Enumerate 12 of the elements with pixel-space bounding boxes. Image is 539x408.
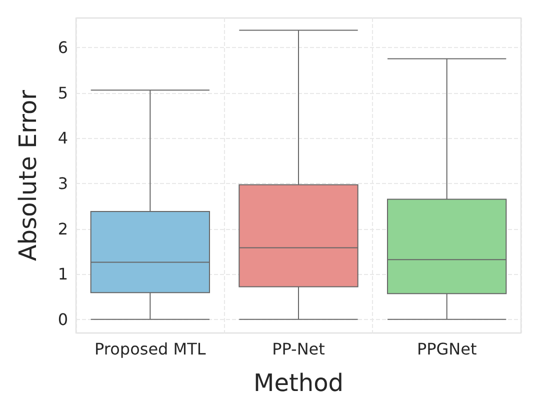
x-tick-label: Proposed MTL [94,340,206,358]
x-tick-label: PP-Net [272,340,325,358]
y-tick-label: 6 [58,38,68,57]
y-tick-label: 0 [58,310,68,329]
y-tick-label: 3 [58,174,68,193]
y-tick-label: 2 [58,219,68,238]
y-tick-label: 1 [58,264,68,284]
x-axis-title: Method [253,369,344,397]
y-tick-label: 4 [58,128,68,148]
x-tick-label: PPGNet [416,340,477,358]
y-axis-title: Absolute Error [14,90,42,262]
y-tick-label: 5 [58,83,68,102]
